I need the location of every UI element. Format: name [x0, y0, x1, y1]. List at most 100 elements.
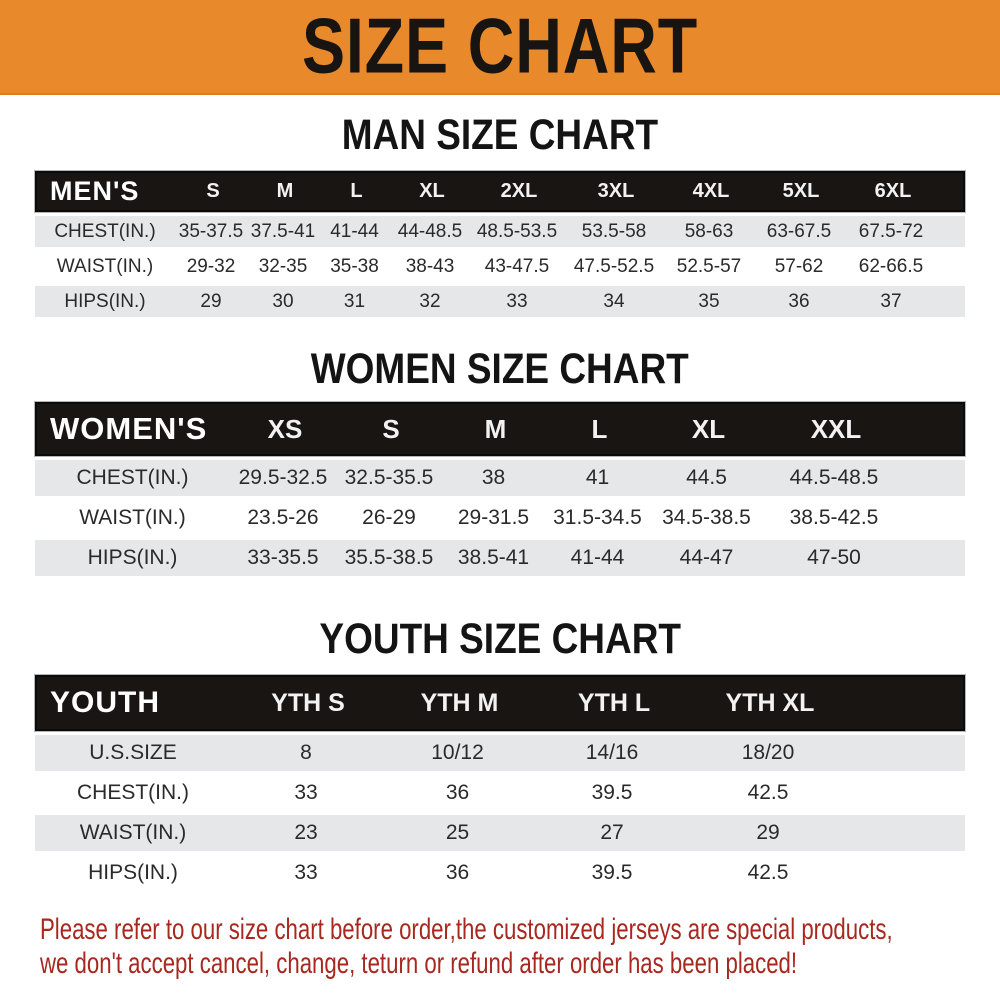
cell-value: 47.5-52.5	[573, 255, 655, 277]
column-header: XL	[691, 413, 726, 444]
column-header: XS	[267, 413, 303, 444]
cell-value: 47-50	[807, 546, 861, 569]
cell-value: 10/12	[431, 741, 484, 764]
column-header: S	[206, 180, 220, 202]
cell-value: 43-47.5	[484, 255, 550, 277]
table-header-row: WOMEN'S XS S M L XL XXL	[34, 401, 966, 457]
table-header-row: YOUTH YTH S YTH M YTH L YTH XL	[34, 674, 966, 732]
cell-value: 36	[445, 861, 470, 884]
cell-value: 38.5-42.5	[789, 506, 879, 529]
cell-value: 31	[343, 290, 366, 312]
cell-value: 38-43	[405, 255, 455, 277]
cell-value: 34.5-38.5	[662, 506, 751, 529]
cell-value: 42.5	[747, 861, 789, 884]
cell-value: 32.5-35.5	[344, 466, 434, 489]
youth-size-table: YOUTH YTH S YTH M YTH L YTH XL U.S.SIZE 8 10/12…	[34, 674, 966, 891]
man-section-title: MAN SIZE CHART	[0, 112, 1000, 158]
cell-value: 29-32	[186, 255, 236, 277]
cell-value: 18/20	[741, 741, 795, 764]
cell-value: 37	[880, 290, 902, 312]
cell-value: 29	[200, 290, 222, 312]
cell-value: 39.5	[591, 861, 633, 884]
cell-value: 35	[698, 290, 720, 312]
table-header-row: MEN'S S M L XL 2XL 3XL 4XL 5XL 6XL	[34, 170, 966, 213]
cell-value: 62-66.5	[858, 255, 924, 277]
cell-value: 33-35.5	[247, 546, 319, 569]
row-label: CHEST(IN.)	[77, 781, 189, 804]
cell-value: 63-67.5	[766, 220, 832, 242]
banner: SIZE CHART	[0, 0, 1000, 95]
cell-value: 23.5-26	[247, 506, 319, 529]
table-corner-label: MEN'S	[50, 176, 140, 206]
table-row: CHEST(IN.) 29.5-32.5 32.5-35.5 38 41 44.5 44.5…	[35, 460, 965, 496]
cell-value: 41-44	[330, 220, 379, 242]
column-header: YTH XL	[725, 688, 815, 717]
man-size-table: MEN'S S M L XL 2XL 3XL 4XL 5XL 6XL CHEST(IN.) 35-37…	[34, 170, 966, 317]
cell-value: 58-63	[684, 220, 734, 242]
table-row: HIPS(IN.) 33-35.5 35.5-38.5 38.5-41 41-44 44-…	[35, 540, 965, 576]
table-row: WAIST(IN.) 29-32 32-35 35-38 38-43 43-47.5 47.…	[35, 251, 965, 282]
cell-value: 57-62	[774, 255, 824, 277]
disclaimer-line-2: we don't accept cancel, change, teturn o…	[40, 947, 798, 980]
cell-value: 44-47	[679, 546, 734, 569]
table-corner-label: YOUTH	[50, 686, 160, 719]
banner-title: SIZE CHART	[301, 3, 699, 90]
table-row: CHEST(IN.) 35-37.5 37.5-41 41-44 44-48.5 48.5…	[35, 216, 965, 247]
column-header: XXL	[810, 413, 862, 444]
column-header: YTH L	[577, 688, 651, 717]
table-row: WAIST(IN.) 23 25 27 29	[35, 815, 965, 851]
cell-value: 41	[585, 466, 610, 489]
column-header: M	[276, 180, 294, 202]
table-corner-label: WOMEN'S	[50, 411, 208, 446]
cell-value: 33	[294, 861, 318, 884]
cell-value: 25	[445, 821, 470, 844]
column-header: 6XL	[874, 180, 912, 202]
cell-value: 44.5-48.5	[789, 466, 879, 489]
man-section-title-text: MAN SIZE CHART	[341, 111, 659, 159]
column-header: L	[350, 180, 363, 202]
cell-value: 42.5	[747, 781, 789, 804]
cell-value: 8	[300, 741, 312, 764]
row-label: HIPS(IN.)	[64, 290, 146, 312]
row-label: CHEST(IN.)	[76, 466, 189, 489]
column-header: YTH S	[271, 688, 345, 717]
cell-value: 32-35	[258, 255, 308, 277]
table-row: CHEST(IN.) 33 36 39.5 42.5	[35, 775, 965, 811]
row-label: HIPS(IN.)	[87, 546, 178, 569]
cell-value: 14/16	[585, 741, 639, 764]
youth-section-title-text: YOUTH SIZE CHART	[319, 615, 681, 663]
column-header: 4XL	[692, 180, 730, 202]
cell-value: 35-38	[330, 255, 379, 277]
cell-value: 36	[788, 290, 810, 312]
cell-value: 27	[600, 821, 624, 844]
table-row: WAIST(IN.) 23.5-26 26-29 29-31.5 31.5-34.5 34…	[35, 500, 965, 536]
column-header: 3XL	[597, 180, 635, 202]
column-header: S	[382, 413, 400, 444]
cell-value: 30	[272, 290, 294, 312]
women-size-table: WOMEN'S XS S M L XL XXL CHEST(IN.) 29.5-32.5 32.5…	[34, 401, 966, 576]
disclaimer-note: Please refer to our size chart before or…	[0, 913, 1000, 981]
cell-value: 26-29	[362, 506, 416, 529]
cell-value: 44-48.5	[397, 220, 463, 242]
cell-value: 39.5	[591, 781, 633, 804]
cell-value: 52.5-57	[676, 255, 742, 277]
cell-value: 23	[294, 821, 318, 844]
column-header: YTH M	[420, 688, 499, 717]
cell-value: 34	[603, 290, 625, 312]
column-header: XL	[419, 180, 445, 202]
cell-value: 33	[506, 290, 528, 312]
table-row: HIPS(IN.) 33 36 39.5 42.5	[35, 855, 965, 891]
row-label: WAIST(IN.)	[79, 821, 187, 844]
cell-value: 29	[756, 821, 780, 844]
row-label: WAIST(IN.)	[56, 255, 154, 277]
row-label: CHEST(IN.)	[54, 220, 156, 242]
table-row: HIPS(IN.) 29 30 31 32 33 34 35 36 37	[35, 286, 965, 317]
row-label: HIPS(IN.)	[88, 861, 178, 884]
cell-value: 41-44	[570, 546, 625, 569]
cell-value: 35.5-38.5	[344, 546, 434, 569]
women-section-title: WOMEN SIZE CHART	[0, 346, 1000, 392]
cell-value: 38	[481, 466, 506, 489]
cell-value: 37.5-41	[250, 220, 316, 242]
row-label: U.S.SIZE	[89, 741, 177, 764]
